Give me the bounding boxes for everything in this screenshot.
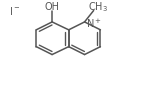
Text: +: + xyxy=(94,18,100,24)
Text: OH: OH xyxy=(45,2,60,12)
Text: CH$_3$: CH$_3$ xyxy=(88,1,108,15)
Text: I$^-$: I$^-$ xyxy=(10,5,21,17)
Text: N: N xyxy=(87,19,94,29)
